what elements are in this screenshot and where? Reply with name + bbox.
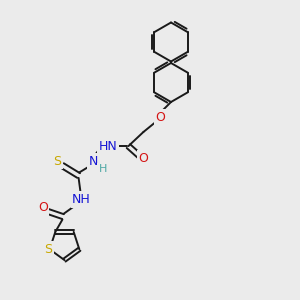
Text: HN: HN (99, 140, 117, 153)
Text: S: S (53, 154, 61, 168)
Text: N: N (88, 154, 98, 168)
Text: NH: NH (72, 193, 91, 206)
Text: O: O (38, 201, 48, 214)
Text: O: O (156, 111, 165, 124)
Text: H: H (99, 164, 107, 175)
Text: S: S (44, 243, 52, 256)
Text: O: O (139, 152, 148, 165)
